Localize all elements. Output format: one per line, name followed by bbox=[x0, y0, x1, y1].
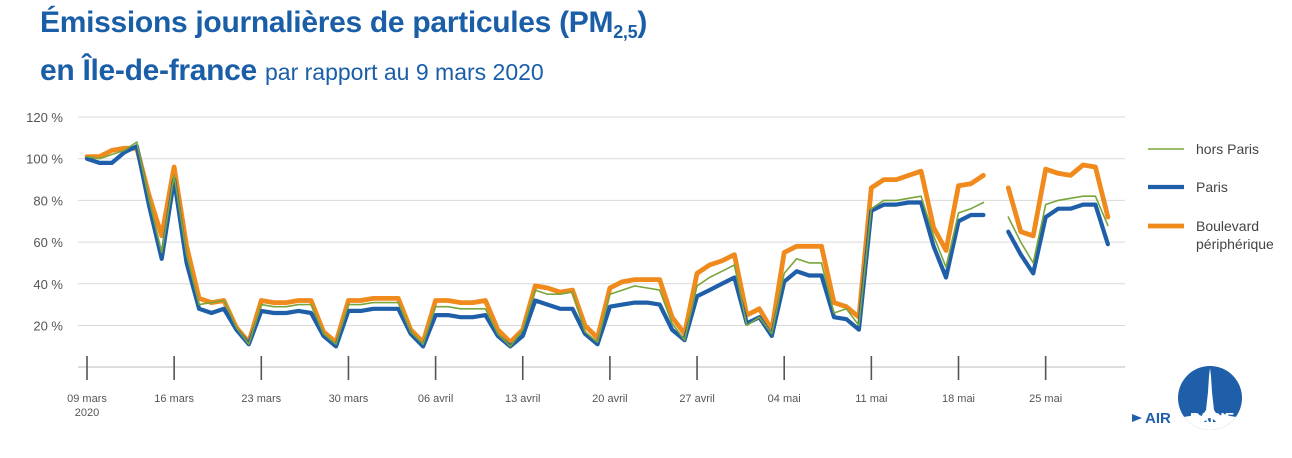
chart-title: Émissions journalières de particules (PM… bbox=[40, 4, 647, 92]
y-tick-label: 40 % bbox=[33, 277, 63, 292]
series-line-boulevard bbox=[1005, 162, 1111, 239]
legend-label: hors Paris bbox=[1196, 141, 1259, 157]
y-tick-label: 120 % bbox=[26, 110, 63, 125]
x-tick-label: 27 avril bbox=[679, 393, 714, 405]
y-tick-label: 100 % bbox=[26, 152, 63, 167]
series-line-hors-paris bbox=[86, 141, 985, 348]
y-tick-label: 60 % bbox=[33, 235, 63, 250]
x-tick-label: 13 avril bbox=[505, 393, 540, 405]
x-tick-label: 20 avril bbox=[592, 393, 627, 405]
x-tick-label: 09 mars bbox=[67, 393, 107, 405]
legend-label-line2: périphérique bbox=[1196, 236, 1274, 252]
title-subscript: 2,5 bbox=[613, 22, 638, 42]
title-close-paren: ) bbox=[637, 6, 648, 39]
x-tick-label: 11 mai bbox=[855, 393, 887, 405]
x-tick-label: 16 mars bbox=[154, 393, 194, 405]
series-line-paris bbox=[84, 144, 986, 349]
y-tick-label: 80 % bbox=[33, 193, 63, 208]
chart-subtitle: par rapport au 9 mars 2020 bbox=[264, 59, 544, 85]
legend-label: Paris bbox=[1196, 179, 1228, 195]
title-main: Émissions journalières de particules (PM bbox=[40, 6, 614, 39]
title-line-2: en Île-de-france par rapport au 9 mars 2… bbox=[40, 51, 647, 92]
logo-text-air: AIR bbox=[1145, 410, 1171, 427]
legend-label: Boulevard bbox=[1196, 218, 1259, 234]
y-tick-label: 20 % bbox=[33, 319, 63, 334]
title-line-1: Émissions journalières de particules (PM… bbox=[40, 4, 647, 51]
logo-arrow-icon bbox=[1132, 414, 1142, 422]
series-line-paris bbox=[1006, 202, 1111, 276]
x-tick-label: 06 avril bbox=[418, 393, 453, 405]
logo-text-parif: PARIF bbox=[1190, 410, 1234, 427]
x-tick-label: 30 mars bbox=[329, 393, 369, 405]
airparif-logo: AIR PARIF bbox=[1132, 366, 1242, 430]
x-tick-label: 04 mai bbox=[768, 393, 801, 405]
x-tick-label: 18 mai bbox=[942, 393, 975, 405]
title-region: en Île-de-france bbox=[40, 54, 257, 87]
x-tick-label: 23 mars bbox=[241, 393, 281, 405]
eiffel-tower-icon bbox=[1178, 368, 1242, 430]
series-line-hors-paris bbox=[1007, 195, 1109, 264]
x-tick-label: 25 mai bbox=[1029, 393, 1062, 405]
x-tick-label-year: 2020 bbox=[75, 407, 99, 419]
